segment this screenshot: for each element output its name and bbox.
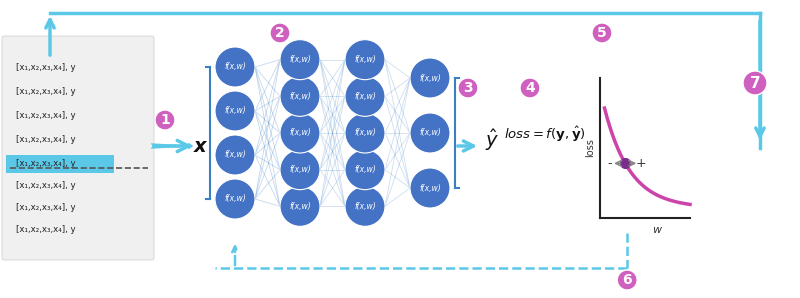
Circle shape xyxy=(155,110,175,130)
Circle shape xyxy=(280,76,320,116)
Circle shape xyxy=(215,179,255,219)
Circle shape xyxy=(345,186,385,226)
Circle shape xyxy=(215,47,255,87)
Text: 2: 2 xyxy=(275,26,285,40)
Circle shape xyxy=(215,135,255,175)
Text: f(x,w): f(x,w) xyxy=(354,128,376,137)
Text: f(x,w): f(x,w) xyxy=(354,202,376,211)
Text: x: x xyxy=(194,136,206,156)
Text: 1: 1 xyxy=(160,113,170,127)
Text: loss: loss xyxy=(585,139,595,157)
Text: f(x,w): f(x,w) xyxy=(224,150,246,159)
Text: 5: 5 xyxy=(597,26,607,40)
Circle shape xyxy=(520,78,540,98)
Text: [x₁,x₂,x₃,x₄], y: [x₁,x₂,x₃,x₄], y xyxy=(16,136,76,145)
Text: w: w xyxy=(653,225,662,235)
Text: f(x,w): f(x,w) xyxy=(289,202,311,211)
Text: f(x,w): f(x,w) xyxy=(224,106,246,116)
Text: [x₁,x₂,x₃,x₄], y: [x₁,x₂,x₃,x₄], y xyxy=(16,226,76,235)
Circle shape xyxy=(743,71,767,95)
Text: f(x,w): f(x,w) xyxy=(354,165,376,174)
Text: f(x,w): f(x,w) xyxy=(289,128,311,137)
Circle shape xyxy=(280,40,320,80)
Text: f(x,w): f(x,w) xyxy=(289,92,311,101)
Text: f(x,w): f(x,w) xyxy=(419,74,441,83)
Text: f(x,w): f(x,w) xyxy=(354,55,376,64)
Circle shape xyxy=(215,91,255,131)
FancyBboxPatch shape xyxy=(2,36,154,260)
Circle shape xyxy=(280,113,320,153)
Text: [x₁,x₂,x₃,x₄], y: [x₁,x₂,x₃,x₄], y xyxy=(16,181,76,190)
Circle shape xyxy=(345,76,385,116)
Circle shape xyxy=(458,78,478,98)
Text: f(x,w): f(x,w) xyxy=(224,63,246,72)
Text: f(x,w): f(x,w) xyxy=(354,92,376,101)
Text: f(x,w): f(x,w) xyxy=(419,128,441,137)
Circle shape xyxy=(410,113,450,153)
Text: +: + xyxy=(636,157,646,170)
Text: f(x,w): f(x,w) xyxy=(419,184,441,193)
Circle shape xyxy=(345,150,385,190)
Text: f(x,w): f(x,w) xyxy=(289,165,311,174)
Circle shape xyxy=(410,58,450,98)
Text: $\hat{y}$: $\hat{y}$ xyxy=(485,127,499,153)
FancyBboxPatch shape xyxy=(6,155,114,173)
Circle shape xyxy=(345,113,385,153)
Text: 7: 7 xyxy=(750,75,760,91)
Text: 3: 3 xyxy=(463,81,473,95)
Text: [x₁,x₂,x₃,x₄], y: [x₁,x₂,x₃,x₄], y xyxy=(16,111,76,120)
Text: 6: 6 xyxy=(622,273,632,287)
Text: [x₁,x₂,x₃,x₄], y: [x₁,x₂,x₃,x₄], y xyxy=(16,88,76,97)
Circle shape xyxy=(270,23,290,43)
Circle shape xyxy=(280,186,320,226)
Text: [x₁,x₂,x₃,x₄], y: [x₁,x₂,x₃,x₄], y xyxy=(16,63,76,72)
Text: f(x,w): f(x,w) xyxy=(289,55,311,64)
Circle shape xyxy=(592,23,612,43)
Circle shape xyxy=(618,270,638,290)
Text: -: - xyxy=(607,157,611,170)
Circle shape xyxy=(280,150,320,190)
Text: [x₁,x₂,x₃,x₄], y: [x₁,x₂,x₃,x₄], y xyxy=(16,204,76,212)
Text: f(x,w): f(x,w) xyxy=(224,195,246,204)
Text: [x₁,x₂,x₃,x₄], y: [x₁,x₂,x₃,x₄], y xyxy=(16,159,76,168)
Circle shape xyxy=(410,168,450,208)
Text: 4: 4 xyxy=(525,81,535,95)
Circle shape xyxy=(345,40,385,80)
Text: $\mathit{loss} = \mathit{f}(\mathbf{y}, \hat{\mathbf{y}})$: $\mathit{loss} = \mathit{f}(\mathbf{y}, … xyxy=(504,125,586,144)
